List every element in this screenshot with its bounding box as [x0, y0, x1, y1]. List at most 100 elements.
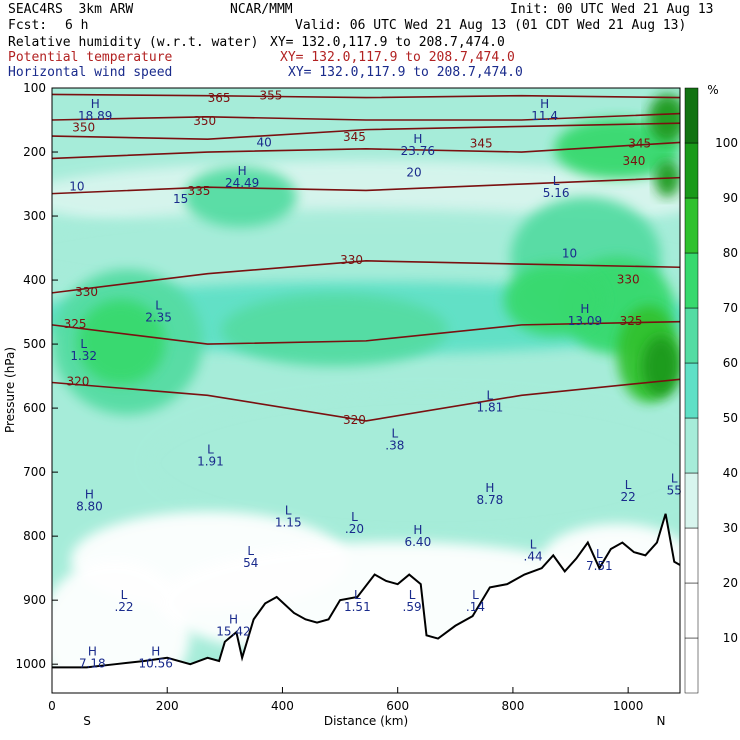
plot-area: 10 15 20 10 40 355 365 350 350 345 345 345 340 335 330…: [51, 88, 682, 693]
field-name-wind: Horizontal wind speed: [8, 65, 173, 80]
y-tick-label: 300: [23, 209, 46, 223]
org-label: NCAR/MMM: [230, 2, 293, 17]
y-tick-label: 900: [23, 593, 46, 607]
extremum-value: 8.80: [76, 500, 103, 514]
colorbar-tick-label: 60: [723, 356, 738, 370]
field-name-rh: Relative humidity (w.r.t. water): [8, 35, 259, 50]
theta-contour-340: [51, 141, 681, 160]
extremum-kind: L: [351, 510, 358, 524]
y-tick-label: 600: [23, 401, 46, 415]
y-tick-label: 200: [23, 145, 46, 159]
model-label: SEAC4RS 3km ARW: [8, 2, 134, 17]
wind-contour-label: 40: [257, 135, 272, 149]
theta-contour-355: [51, 93, 681, 99]
y-tick-label: 800: [23, 529, 46, 543]
theta-contour-label: 350: [72, 121, 95, 135]
x-tick-label: 400: [271, 699, 294, 713]
x-tick-label: 1000: [613, 699, 644, 713]
colorbar-segment: [684, 472, 699, 529]
theta-contour-label: 345: [343, 130, 366, 144]
colorbar-segment: [684, 87, 699, 144]
y-tick-label: 500: [23, 337, 46, 351]
field-xy-theta: XY= 132.0,117.9 to 208.7,474.0: [280, 50, 515, 65]
x-tick-label: 800: [501, 699, 524, 713]
colorbar-segment: [684, 197, 699, 254]
theta-contour-label: 320: [343, 413, 366, 427]
extremum-value: .20: [345, 522, 364, 536]
extremum-value: 1.91: [197, 455, 224, 469]
extremum-kind: H: [151, 644, 160, 658]
extremum-kind: L: [596, 547, 603, 561]
theta-contour-330: [51, 260, 681, 294]
extremum-value: 15.42: [216, 624, 250, 638]
extremum-kind: L: [553, 174, 560, 188]
extremum-kind: L: [285, 504, 292, 518]
extremum-kind: L: [625, 478, 632, 492]
colorbar-segment: [684, 417, 699, 474]
colorbar-segment: [684, 307, 699, 364]
extremum-kind: L: [671, 472, 678, 486]
extremum-kind: L: [472, 588, 479, 602]
theta-contour-label: 325: [620, 314, 643, 328]
fcst-value: 6 h: [65, 18, 89, 33]
end-label-right: N: [657, 714, 666, 728]
extremum-kind: L: [80, 337, 87, 351]
extremum-kind: H: [413, 523, 422, 537]
extremum-value: .44: [524, 549, 543, 563]
colorbar-tick-label: 20: [723, 576, 738, 590]
fcst-label: Fcst:: [8, 18, 48, 33]
extremum-kind: H: [91, 97, 100, 111]
colorbar-segment: [684, 637, 699, 694]
axes: 100 200 300 400 500 600 700 800 900 1000 0 200 400 60…: [3, 81, 681, 728]
wind-contour-label: 15: [173, 192, 188, 206]
theta-contour-label: 335: [187, 184, 210, 198]
wind-contour-label: 20: [406, 165, 421, 179]
field-xy-rh: XY= 132.0,117.9 to 208.7,474.0: [270, 35, 505, 50]
extremum-value: .38: [385, 439, 404, 453]
x-tick-label: 200: [156, 699, 179, 713]
extremum-kind: L: [354, 588, 361, 602]
extremum-value: .14: [466, 600, 485, 614]
colorbar-tick-label: 80: [723, 246, 738, 260]
theta-contour-325: [51, 320, 681, 345]
theta-contour-label: 325: [64, 317, 87, 331]
extremum-value: 11.4: [531, 109, 558, 123]
extremum-kind: H: [229, 612, 238, 626]
extremum-value: 13.09: [568, 314, 602, 328]
extremum-kind: L: [530, 537, 537, 551]
colorbar-unit: %: [707, 83, 718, 97]
theta-contour-label: 330: [75, 285, 98, 299]
extremum-kind: L: [391, 427, 398, 441]
extremum-kind: H: [485, 481, 494, 495]
extremum-value: 5.16: [543, 186, 570, 200]
extremum-kind: H: [540, 97, 549, 111]
extremum-value: .59: [403, 600, 422, 614]
y-tick-label: 1000: [15, 657, 46, 671]
theta-contour-350: [51, 112, 681, 121]
extremum-value: 6.40: [404, 535, 431, 549]
field-name-theta: Potential temperature: [8, 50, 173, 65]
terrain-mask: [52, 513, 680, 693]
extremum-kind: H: [88, 644, 97, 658]
extremum-kind: L: [247, 544, 254, 558]
y-axis-label: Pressure (hPa): [3, 347, 17, 433]
theta-contour-label: 330: [617, 272, 640, 286]
extremum-value: 10.56: [139, 656, 173, 670]
theta-contour-label: 355: [259, 89, 282, 103]
rh-region: [642, 336, 680, 397]
y-tick-label: 400: [23, 273, 46, 287]
terrain-line: [52, 513, 681, 669]
rh-region: [183, 166, 297, 228]
extremum-value: 1.51: [344, 600, 371, 614]
extremum-value: .22: [114, 600, 133, 614]
extremum-value: 1.15: [275, 516, 302, 530]
extremum-kind: H: [85, 488, 94, 502]
extremum-kind: H: [413, 132, 422, 146]
extremum-value: 2.35: [145, 311, 172, 325]
rh-region: [648, 94, 680, 143]
theta-contour-label: 345: [628, 137, 651, 151]
colorbar-segment: [684, 252, 699, 309]
extremum-kind: L: [207, 443, 214, 457]
theta-contour-345: [51, 122, 681, 141]
